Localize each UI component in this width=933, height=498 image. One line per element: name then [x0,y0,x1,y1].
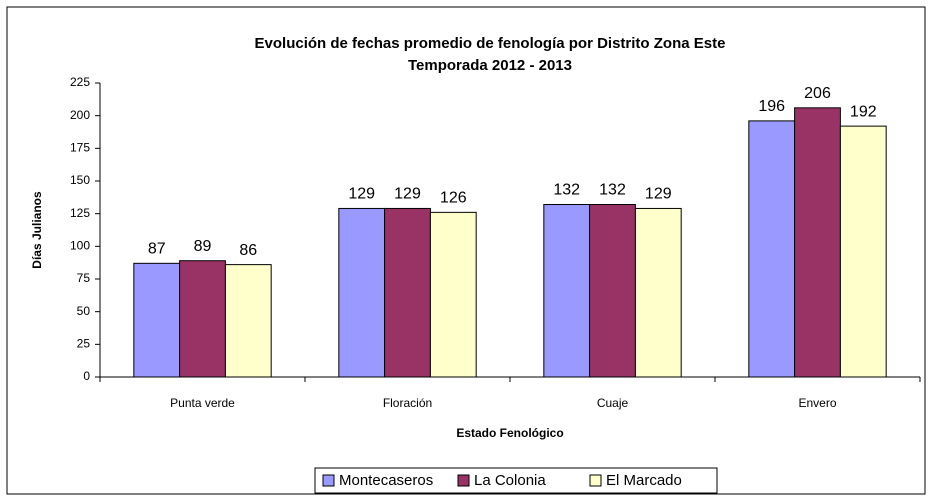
value-label: 132 [553,182,580,199]
value-label: 86 [239,242,257,259]
bar [839,125,887,378]
bar [589,204,636,378]
bar [224,264,272,378]
legend-label: Montecaseros [339,472,433,489]
bar [179,260,226,378]
y-tick-label: 150 [70,173,90,187]
y-tick-label: 50 [77,304,91,318]
legend-swatch [457,474,470,487]
legend-box [314,467,718,494]
legend-label: La Colonia [474,472,546,489]
value-label: 129 [394,186,421,203]
chart-subtitle: Temporada 2012 - 2013 [408,57,572,74]
y-tick-label: 0 [83,369,90,383]
bar [634,207,682,378]
x-axis-title: Estado Fenológico [456,426,563,440]
chart-title: Evolución de fechas promedio de fenologí… [255,35,726,52]
value-label: 206 [804,85,831,102]
x-tick-label: Floración [383,396,432,410]
y-tick-label: 25 [77,337,91,351]
value-label: 129 [348,186,375,203]
bar [748,120,796,378]
x-tick-label: Envero [798,396,836,410]
y-axis-title: Días Julianos [30,191,44,269]
bar [384,207,431,378]
value-label: 87 [148,241,166,258]
x-tick-label: Punta verde [170,396,235,410]
bar [429,211,477,378]
y-tick-label: 175 [70,141,90,155]
bar [338,207,386,378]
value-label: 132 [599,182,626,199]
y-tick-label: 125 [70,206,90,220]
y-tick-label: 100 [70,239,90,253]
value-label: 196 [758,98,785,115]
value-label: 192 [850,103,877,120]
y-tick-label: 200 [70,108,90,122]
bar [794,107,841,378]
value-label: 126 [440,190,467,207]
legend-swatch [322,474,335,487]
y-tick-label: 225 [70,75,90,89]
value-label: 89 [194,238,212,255]
legend-label: El Marcado [606,472,682,489]
y-tick-label: 75 [77,271,91,285]
x-tick-label: Cuaje [597,396,629,410]
value-label: 129 [645,186,672,203]
legend-swatch [589,474,602,487]
bar [543,204,591,378]
bar [133,262,181,378]
